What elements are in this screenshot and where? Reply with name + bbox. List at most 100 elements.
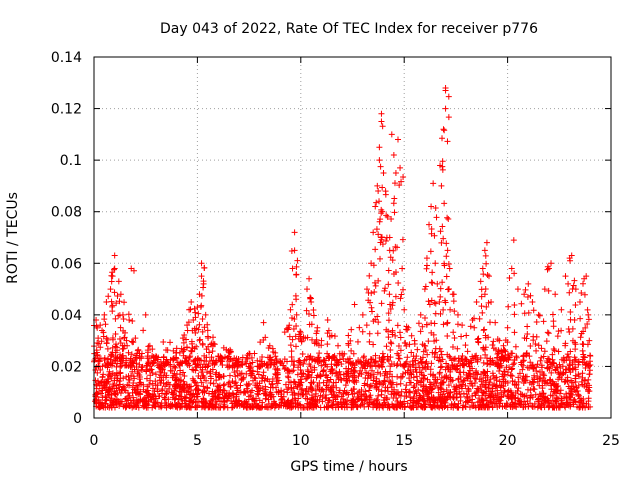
data-point — [345, 370, 352, 377]
data-point — [370, 229, 377, 236]
data-point — [191, 345, 198, 352]
data-point — [97, 344, 104, 351]
data-point — [356, 388, 363, 395]
data-point — [126, 377, 133, 384]
data-point — [440, 126, 447, 133]
data-point — [432, 345, 439, 352]
data-point — [529, 378, 536, 385]
data-point — [341, 404, 348, 411]
data-point — [125, 349, 132, 356]
data-point — [292, 403, 299, 410]
data-point — [117, 398, 124, 405]
data-point — [191, 379, 198, 386]
data-point — [471, 390, 478, 397]
data-point — [558, 306, 565, 313]
data-point — [572, 341, 579, 348]
data-point — [396, 182, 403, 189]
data-point — [489, 341, 496, 348]
data-point — [411, 390, 418, 397]
data-point — [167, 339, 174, 346]
data-point — [479, 265, 486, 272]
data-point — [555, 348, 562, 355]
data-point — [261, 403, 268, 410]
data-point — [251, 374, 258, 381]
data-point — [430, 331, 437, 338]
data-point — [406, 379, 413, 386]
data-point — [550, 346, 557, 353]
data-point — [373, 404, 380, 411]
data-point — [375, 392, 382, 399]
data-point — [134, 383, 141, 390]
data-point — [458, 333, 465, 340]
data-point — [172, 377, 179, 384]
data-point — [116, 336, 123, 343]
data-point — [348, 347, 355, 354]
data-point — [447, 374, 454, 381]
data-point — [367, 299, 374, 306]
data-point — [369, 401, 376, 408]
data-point — [123, 357, 130, 364]
data-point — [320, 356, 327, 363]
data-point — [421, 315, 428, 322]
data-point — [289, 301, 296, 308]
data-point — [542, 398, 549, 405]
data-point — [416, 392, 423, 399]
data-point — [242, 403, 249, 410]
data-point — [578, 330, 585, 337]
data-point — [192, 314, 199, 321]
data-point — [129, 362, 136, 369]
data-point — [538, 345, 545, 352]
data-point — [372, 282, 379, 289]
data-point — [205, 334, 212, 341]
data-point — [584, 320, 591, 327]
data-point — [524, 386, 531, 393]
data-point — [516, 370, 523, 377]
data-point — [576, 395, 583, 402]
data-point — [101, 316, 108, 323]
data-point — [406, 375, 413, 382]
data-point — [341, 350, 348, 357]
data-point — [362, 375, 369, 382]
data-point — [258, 358, 265, 365]
data-point — [142, 402, 149, 409]
data-point — [170, 355, 177, 362]
data-point — [425, 298, 432, 305]
data-point — [435, 384, 442, 391]
data-point — [550, 323, 557, 330]
data-point — [450, 298, 457, 305]
data-point — [371, 279, 378, 286]
data-point — [330, 394, 337, 401]
data-point — [441, 297, 448, 304]
data-point — [291, 229, 298, 236]
data-point — [114, 292, 121, 299]
data-point — [299, 404, 306, 411]
data-point — [515, 385, 522, 392]
data-point — [314, 354, 321, 361]
data-point — [161, 369, 168, 376]
data-point — [201, 324, 208, 331]
data-point — [485, 385, 492, 392]
data-point — [520, 352, 527, 359]
data-point — [108, 375, 115, 382]
data-point — [565, 280, 572, 287]
data-point — [184, 322, 191, 329]
data-point — [345, 365, 352, 372]
data-point — [145, 343, 152, 350]
data-point — [375, 231, 382, 238]
data-point — [529, 403, 536, 410]
data-point — [240, 389, 247, 396]
data-point — [368, 304, 375, 311]
data-point — [400, 173, 407, 180]
data-point — [297, 328, 304, 335]
data-point — [313, 336, 320, 343]
data-point — [334, 401, 341, 408]
data-point — [432, 374, 439, 381]
data-point — [443, 253, 450, 260]
data-point — [502, 337, 509, 344]
data-point — [335, 342, 342, 349]
data-point — [473, 298, 480, 305]
data-point — [249, 387, 256, 394]
data-point — [493, 355, 500, 362]
data-point — [566, 289, 573, 296]
